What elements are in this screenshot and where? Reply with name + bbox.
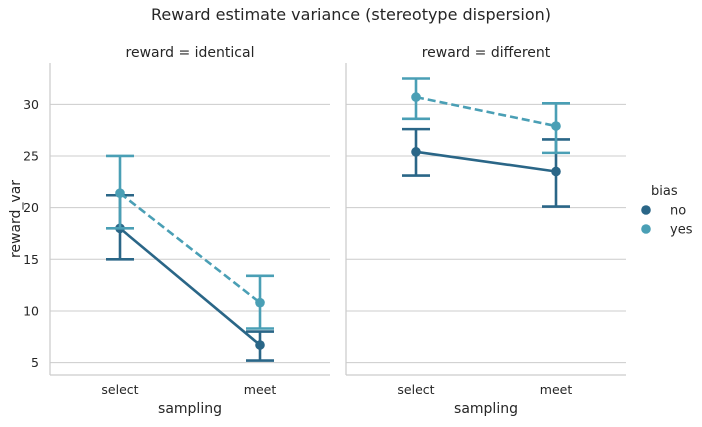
- data-point: [255, 297, 265, 308]
- facet-panel-2: reward = different select meet sampling: [345, 45, 626, 417]
- x-axis-label: sampling: [158, 401, 222, 417]
- legend-marker: [641, 205, 651, 215]
- y-tick-label: 30: [23, 97, 39, 112]
- series-line: [119, 227, 261, 347]
- x-tick-label: meet: [540, 382, 573, 397]
- data-point: [551, 166, 561, 177]
- panels-layer: reward = identical 5 10 15 20 25 30 reward_vars…: [8, 45, 626, 417]
- series-line: [415, 95, 557, 128]
- y-tick-label: 5: [31, 355, 39, 370]
- data-point: [115, 188, 125, 198]
- x-axis-label: sampling: [454, 401, 518, 417]
- panel-title: reward = identical: [126, 45, 255, 61]
- series-line: [415, 150, 557, 173]
- data-point: [255, 340, 265, 350]
- x-tick-label: select: [101, 382, 138, 397]
- series-yes: [402, 77, 570, 155]
- x-tick-label: select: [397, 382, 434, 397]
- series-yes: [106, 154, 274, 330]
- data-point: [551, 121, 561, 131]
- data-point: [411, 147, 421, 157]
- legend-marker: [641, 224, 651, 234]
- facet-panel-1: reward = identical 5 10 15 20 25 30 reward_vars…: [8, 45, 330, 417]
- y-tick-label: 10: [23, 303, 39, 318]
- x-tick-label: meet: [244, 382, 277, 397]
- chart-title: Reward estimate variance (stereotype dis…: [151, 5, 551, 24]
- y-tick-label: 20: [23, 200, 39, 215]
- series-line: [119, 192, 261, 304]
- y-axis-label: reward_var: [8, 180, 24, 258]
- legend-label: no: [670, 204, 686, 219]
- y-tick-label: 25: [23, 148, 39, 163]
- series-no: [402, 127, 570, 208]
- legend-title: bias: [651, 184, 678, 199]
- panel-title: reward = different: [422, 45, 551, 61]
- legend: bias no yes: [641, 184, 693, 238]
- series-no: [106, 193, 274, 362]
- data-point: [411, 92, 421, 102]
- y-tick-label: 15: [23, 252, 39, 267]
- legend-label: yes: [670, 223, 693, 238]
